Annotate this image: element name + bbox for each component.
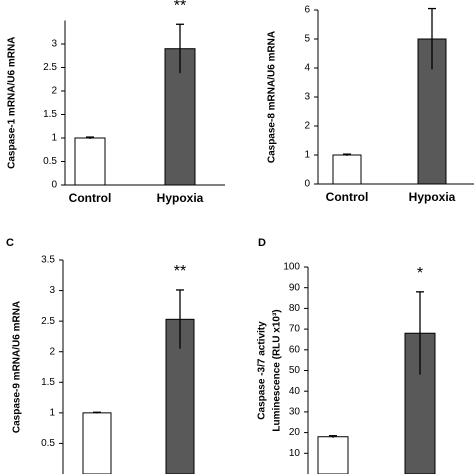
panel-label: C — [6, 237, 14, 249]
x-tick-label: Hypoxia — [157, 191, 204, 205]
y-tick-label: 3 — [304, 92, 310, 103]
y-tick-label: 100 — [283, 262, 300, 273]
y-tick-label: 5 — [304, 34, 310, 45]
y-tick-label: 0 — [304, 179, 310, 190]
y-tick-label: 80 — [289, 303, 301, 314]
y-tick-label: 2 — [49, 346, 55, 357]
y-tick-label: 2 — [304, 121, 310, 132]
x-tick-label: Hypoxia — [409, 190, 456, 204]
y-tick-label: 2.5 — [43, 62, 57, 73]
y-axis-label: Caspase-8 mRNA/U6 mRNA — [267, 31, 278, 163]
y-tick-label: 3 — [49, 285, 55, 296]
y-tick-label: 50 — [289, 365, 301, 376]
y-axis-label: Caspase-1 mRNA/U6 mRNA — [7, 37, 18, 169]
y-tick-label: 60 — [289, 344, 301, 355]
y-tick-label: 10 — [289, 448, 301, 459]
y-axis-label: Luminescence (RLU x10³) — [272, 309, 283, 431]
y-tick-label: 90 — [289, 282, 301, 293]
y-tick-label: 40 — [289, 386, 301, 397]
bar — [332, 154, 362, 185]
y-axis-label: Caspase -3/7 activity — [257, 321, 268, 420]
bar — [317, 436, 349, 474]
y-tick-label: 1 — [49, 407, 55, 418]
y-tick-label: 2 — [51, 86, 57, 97]
bar — [82, 412, 112, 474]
y-tick-label: 20 — [289, 427, 301, 438]
y-tick-label: 2.5 — [41, 316, 55, 327]
bar — [74, 137, 106, 186]
panel-label: D — [258, 237, 266, 249]
x-tick-label: Control — [326, 190, 369, 204]
y-tick-label: 1.5 — [43, 109, 57, 120]
y-tick-label: 0.5 — [41, 438, 55, 449]
x-tick-label: Control — [69, 191, 112, 205]
y-tick-label: 1.5 — [41, 377, 55, 388]
y-tick-label: 1 — [51, 133, 57, 144]
y-tick-label: 6 — [304, 5, 310, 16]
y-tick-label: 0.5 — [43, 156, 57, 167]
y-tick-label: 0 — [51, 180, 57, 191]
significance: ** — [174, 0, 186, 14]
y-tick-label: 3.5 — [41, 255, 55, 266]
y-tick-label: 4 — [304, 63, 310, 74]
y-tick-label: 70 — [289, 324, 301, 335]
y-tick-label: 30 — [289, 407, 301, 418]
y-tick-label: 3 — [51, 39, 57, 50]
y-axis-label: Caspase-9 mRNA/U6 mRNA — [12, 301, 23, 433]
significance: ** — [174, 263, 186, 280]
y-tick-label: 1 — [304, 150, 310, 161]
significance: * — [417, 265, 423, 282]
